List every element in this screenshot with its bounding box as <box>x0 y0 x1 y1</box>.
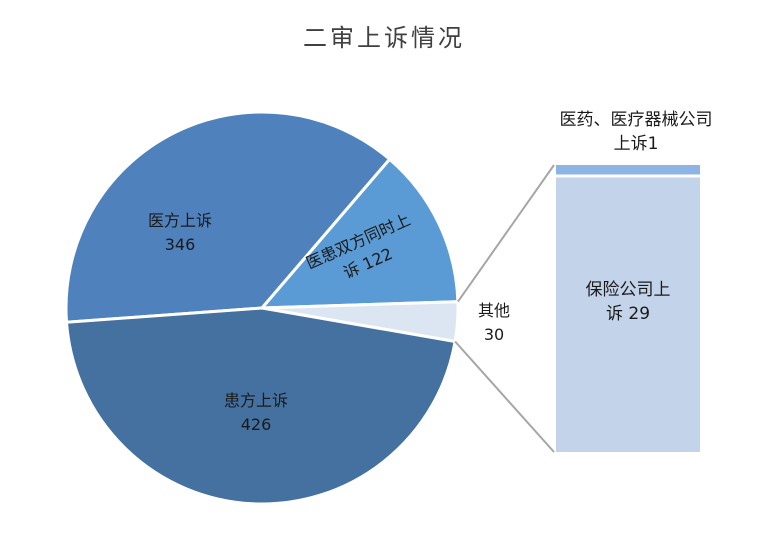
pie-slice-label: 患方上诉 426 <box>224 391 288 434</box>
breakdown-label-insurance-name: 保险公司上 <box>585 280 671 300</box>
connector-line <box>454 340 555 453</box>
pie-slice-label-value: 346 <box>165 235 196 254</box>
pie-slice <box>64 110 392 324</box>
pie-slice-label: 其他 30 <box>478 301 510 344</box>
pie-slice-label-name: 患方上诉 <box>224 391 288 410</box>
connector-line <box>457 164 555 303</box>
pie-slice-label-value: 30 <box>484 325 504 344</box>
breakdown-label-insurance: 保险公司上 诉 29 <box>560 278 696 326</box>
pie-slice <box>258 157 460 310</box>
breakdown-label-pharma-name: 医药、医疗器械公司 <box>559 110 713 130</box>
breakdown-bar-segment <box>556 165 700 175</box>
chart-title: 二审上诉情况 <box>303 24 465 52</box>
breakdown-bar-segment <box>556 177 700 452</box>
pie-slice-label: 医方上诉 346 <box>148 211 212 254</box>
breakdown-label-pharma: 医药、医疗器械公司 上诉1 <box>536 108 736 156</box>
breakdown-label-pharma-value: 上诉1 <box>613 134 659 154</box>
breakdown-label-insurance-value: 诉 29 <box>605 304 651 324</box>
pie-slice-label-name: 医方上诉 <box>148 211 212 230</box>
pie-slice <box>64 306 457 506</box>
pie-slice-label-name: 其他 <box>478 301 510 320</box>
pie-slice-label-value: 426 <box>241 415 272 434</box>
